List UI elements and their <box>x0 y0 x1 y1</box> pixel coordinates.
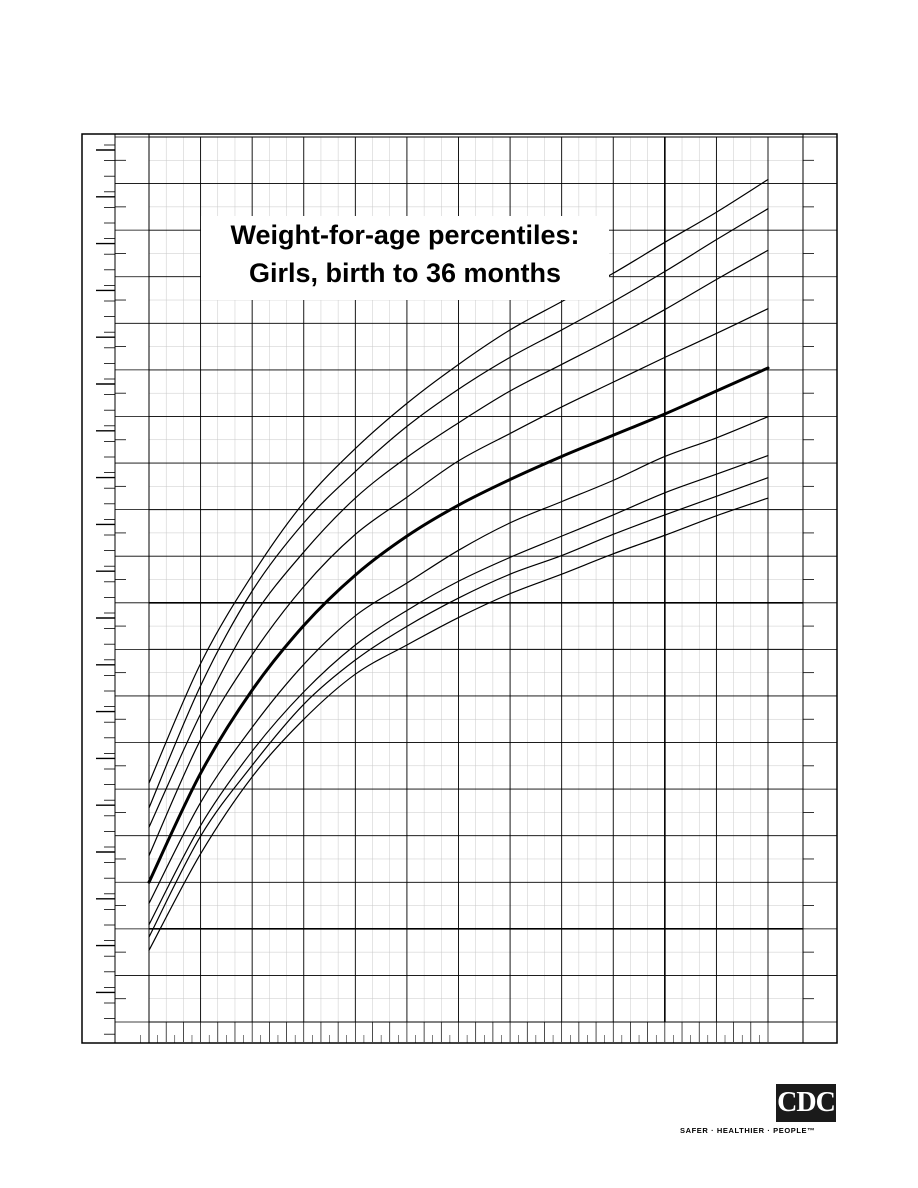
percentile-curve-5 <box>147 366 770 884</box>
chart-title: Weight-for-age percentiles: <box>230 220 580 250</box>
percentile-curve-3 <box>148 249 769 828</box>
percentile-curve-1 <box>148 178 769 784</box>
percentile-curve-6 <box>148 416 769 905</box>
chart-title-box: Weight-for-age percentiles: Girls, birth… <box>201 216 609 300</box>
percentile-curve-4 <box>148 308 769 857</box>
percentile-curve-8 <box>148 477 769 938</box>
percentile-curve-2 <box>148 208 769 809</box>
percentile-curve-9 <box>148 497 769 951</box>
axis-ticks <box>96 136 837 1043</box>
cdc-tagline: SAFER · HEALTHIER · PEOPLE™ <box>680 1126 816 1135</box>
chart-subtitle: Girls, birth to 36 months <box>248 258 562 288</box>
chart-frame <box>81 133 838 1044</box>
percentile-curve-7 <box>148 455 769 926</box>
cdc-logo: CDC <box>776 1084 836 1122</box>
percentile-curves <box>147 178 770 951</box>
